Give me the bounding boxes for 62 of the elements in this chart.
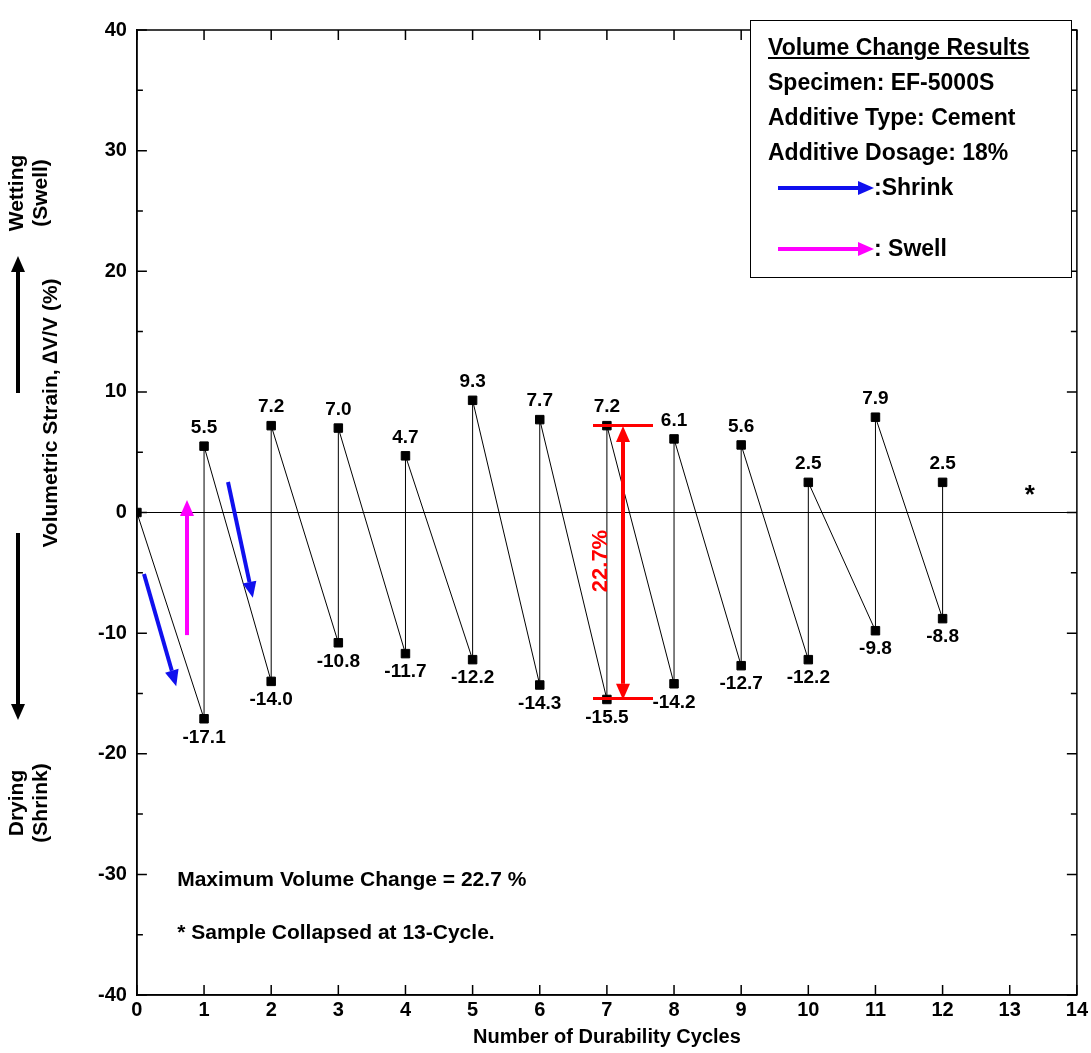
data-label: 9.3 <box>459 370 486 392</box>
data-label: -15.5 <box>585 706 629 728</box>
y-tick-label: 10 <box>104 379 127 402</box>
y-tick-label: 30 <box>104 138 127 161</box>
annotation: Specimen: EF-5000S <box>768 69 995 96</box>
y-tick-label: -40 <box>98 982 127 1005</box>
data-label: -14.0 <box>249 688 293 710</box>
text: Drying (Shrink) <box>4 762 52 845</box>
y-tick-label: 20 <box>104 258 127 281</box>
x-tick-label: 9 <box>735 997 747 1020</box>
data-label: -17.1 <box>182 725 227 747</box>
annotation: * Sample Collapsed at 13-Cycle. <box>177 920 495 945</box>
data-label: -12.2 <box>450 666 495 688</box>
data-label: -12.2 <box>786 666 830 688</box>
data-label: -8.8 <box>926 625 959 647</box>
annotation: : Swell <box>874 235 947 262</box>
x-tick-label: 5 <box>467 997 479 1020</box>
data-label: -14.2 <box>652 690 696 712</box>
data-label: 7.2 <box>593 395 621 417</box>
data-label: 2.5 <box>795 452 822 474</box>
x-tick-label: 10 <box>797 997 820 1020</box>
data-label: -12.7 <box>719 672 763 694</box>
annotation: * <box>1024 478 1035 510</box>
data-label: -11.7 <box>384 660 427 682</box>
y-tick-label: 40 <box>104 17 127 40</box>
y-tick-label: -20 <box>98 741 127 764</box>
annotation: 22.7% <box>587 529 614 592</box>
data-label: 7.2 <box>257 395 285 417</box>
y-tick-label: 0 <box>115 500 127 523</box>
data-label: 2.5 <box>929 452 957 474</box>
annotation: Volume Change Results <box>768 34 1030 61</box>
x-tick-label: 0 <box>131 997 143 1020</box>
data-label: 7.0 <box>325 397 352 419</box>
y-tick-label: -30 <box>98 861 127 884</box>
text: Wetting (Swell) <box>4 153 52 234</box>
x-tick-label: 6 <box>534 997 546 1020</box>
data-label: -10.8 <box>316 649 360 671</box>
x-tick-label: 12 <box>931 997 954 1020</box>
data-label: 5.5 <box>190 415 218 437</box>
annotation: Additive Dosage: 18% <box>768 139 1009 166</box>
x-tick-label: 7 <box>601 997 613 1020</box>
x-tick-label: 3 <box>332 997 344 1020</box>
annotation: Additive Type: Cement <box>768 104 1016 131</box>
annotation: :Shrink <box>874 174 954 201</box>
x-tick-label: 1 <box>198 997 210 1020</box>
data-label: -9.8 <box>859 637 892 659</box>
annotation: Maximum Volume Change = 22.7 % <box>177 867 527 892</box>
x-tick-label: 8 <box>668 997 680 1020</box>
data-label: 7.9 <box>862 386 889 408</box>
y-axis-title: Volumetric Strain, ∆V/V (%) <box>38 278 62 548</box>
x-tick-label: 4 <box>399 997 412 1020</box>
y-tick-label: -10 <box>98 620 127 643</box>
data-label: 4.7 <box>392 425 419 447</box>
data-label: 5.6 <box>727 414 755 436</box>
x-tick-label: 11 <box>864 997 887 1020</box>
x-tick-label: 14 <box>1065 997 1089 1020</box>
x-axis-title: Number of Durability Cycles <box>472 1024 741 1047</box>
data-label: 7.7 <box>526 389 553 411</box>
data-label: 6.1 <box>660 408 688 430</box>
x-tick-label: 2 <box>265 997 277 1020</box>
data-label: -14.3 <box>518 691 562 713</box>
x-tick-label: 13 <box>998 997 1021 1020</box>
